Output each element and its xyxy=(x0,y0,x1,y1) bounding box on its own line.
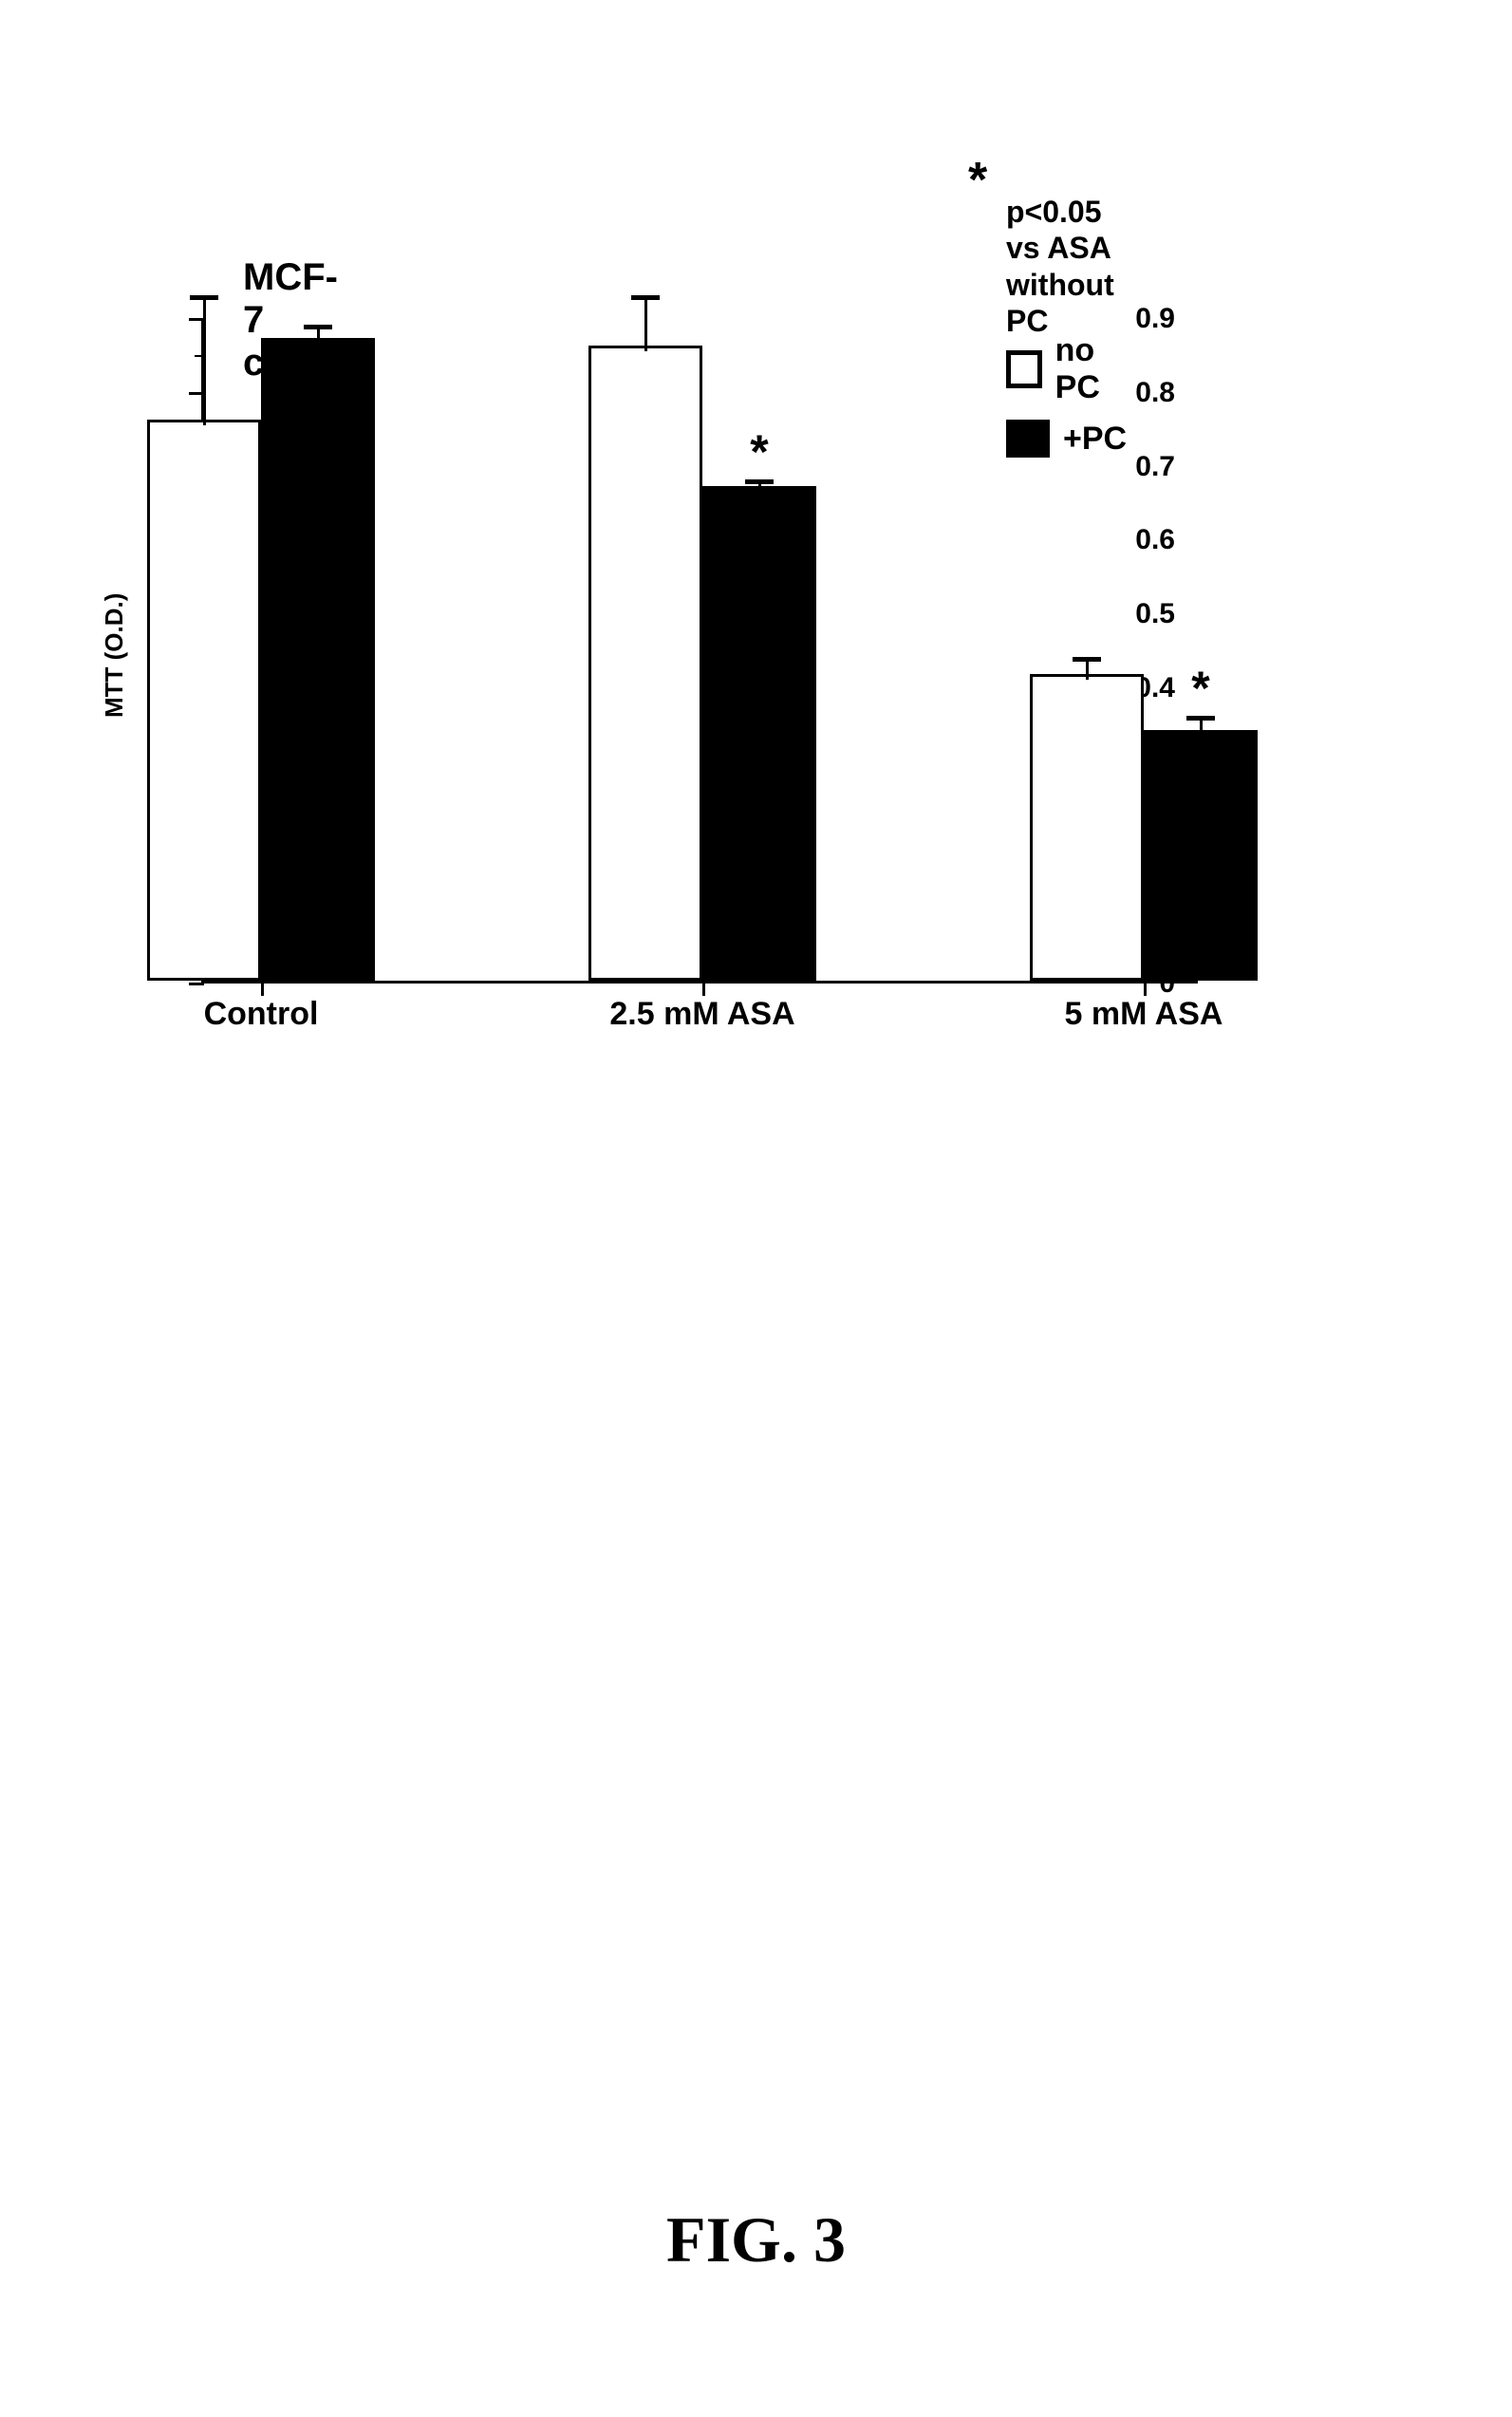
x-tick xyxy=(1144,981,1147,996)
y-tick-label: 0.6 xyxy=(1135,524,1175,556)
error-cap xyxy=(304,325,332,329)
error-cap xyxy=(745,479,774,484)
bar xyxy=(261,338,375,981)
error-cap xyxy=(631,295,660,300)
y-tick-label: 0.9 xyxy=(1135,303,1175,335)
x-tick-label: 2.5 mM ASA xyxy=(609,996,794,1033)
significance-star: * xyxy=(1191,661,1209,716)
bar xyxy=(588,346,702,981)
y-tick xyxy=(189,318,204,321)
y-tick-label: 0.8 xyxy=(1135,377,1175,409)
error-bar xyxy=(644,297,647,351)
figure-caption: FIG. 3 xyxy=(0,2202,1512,2277)
significance-star: * xyxy=(750,424,768,479)
error-cap xyxy=(1073,657,1101,662)
y-tick-label: 0.5 xyxy=(1135,598,1175,630)
x-tick-label: Control xyxy=(204,996,319,1033)
bar xyxy=(702,486,816,981)
error-cap xyxy=(1186,716,1215,721)
significance-star-legend: * xyxy=(968,152,987,209)
error-bar xyxy=(203,297,206,425)
y-tick-label: 0.7 xyxy=(1135,451,1175,483)
bar xyxy=(1144,730,1258,981)
stat-note-line1: p<0.05 vs ASA xyxy=(1006,194,1114,267)
x-tick xyxy=(261,981,264,996)
stat-note: p<0.05 vs ASA without PC xyxy=(1006,194,1114,340)
x-tick xyxy=(702,981,705,996)
bar xyxy=(147,420,261,981)
x-tick-label: 5 mM ASA xyxy=(1065,996,1223,1033)
page: MCF-7 cells * p<0.05 vs ASA without PC n… xyxy=(0,0,1512,2417)
y-axis-title: MTT (O.D.) xyxy=(100,593,129,718)
y-tick xyxy=(189,392,204,395)
error-cap xyxy=(190,295,218,300)
plot-axes: MTT (O.D.) 00.10.20.30.40.50.60.70.80.9C… xyxy=(201,319,1198,984)
y-tick xyxy=(189,983,204,985)
bar xyxy=(1030,674,1144,981)
error-bar xyxy=(1086,659,1089,680)
